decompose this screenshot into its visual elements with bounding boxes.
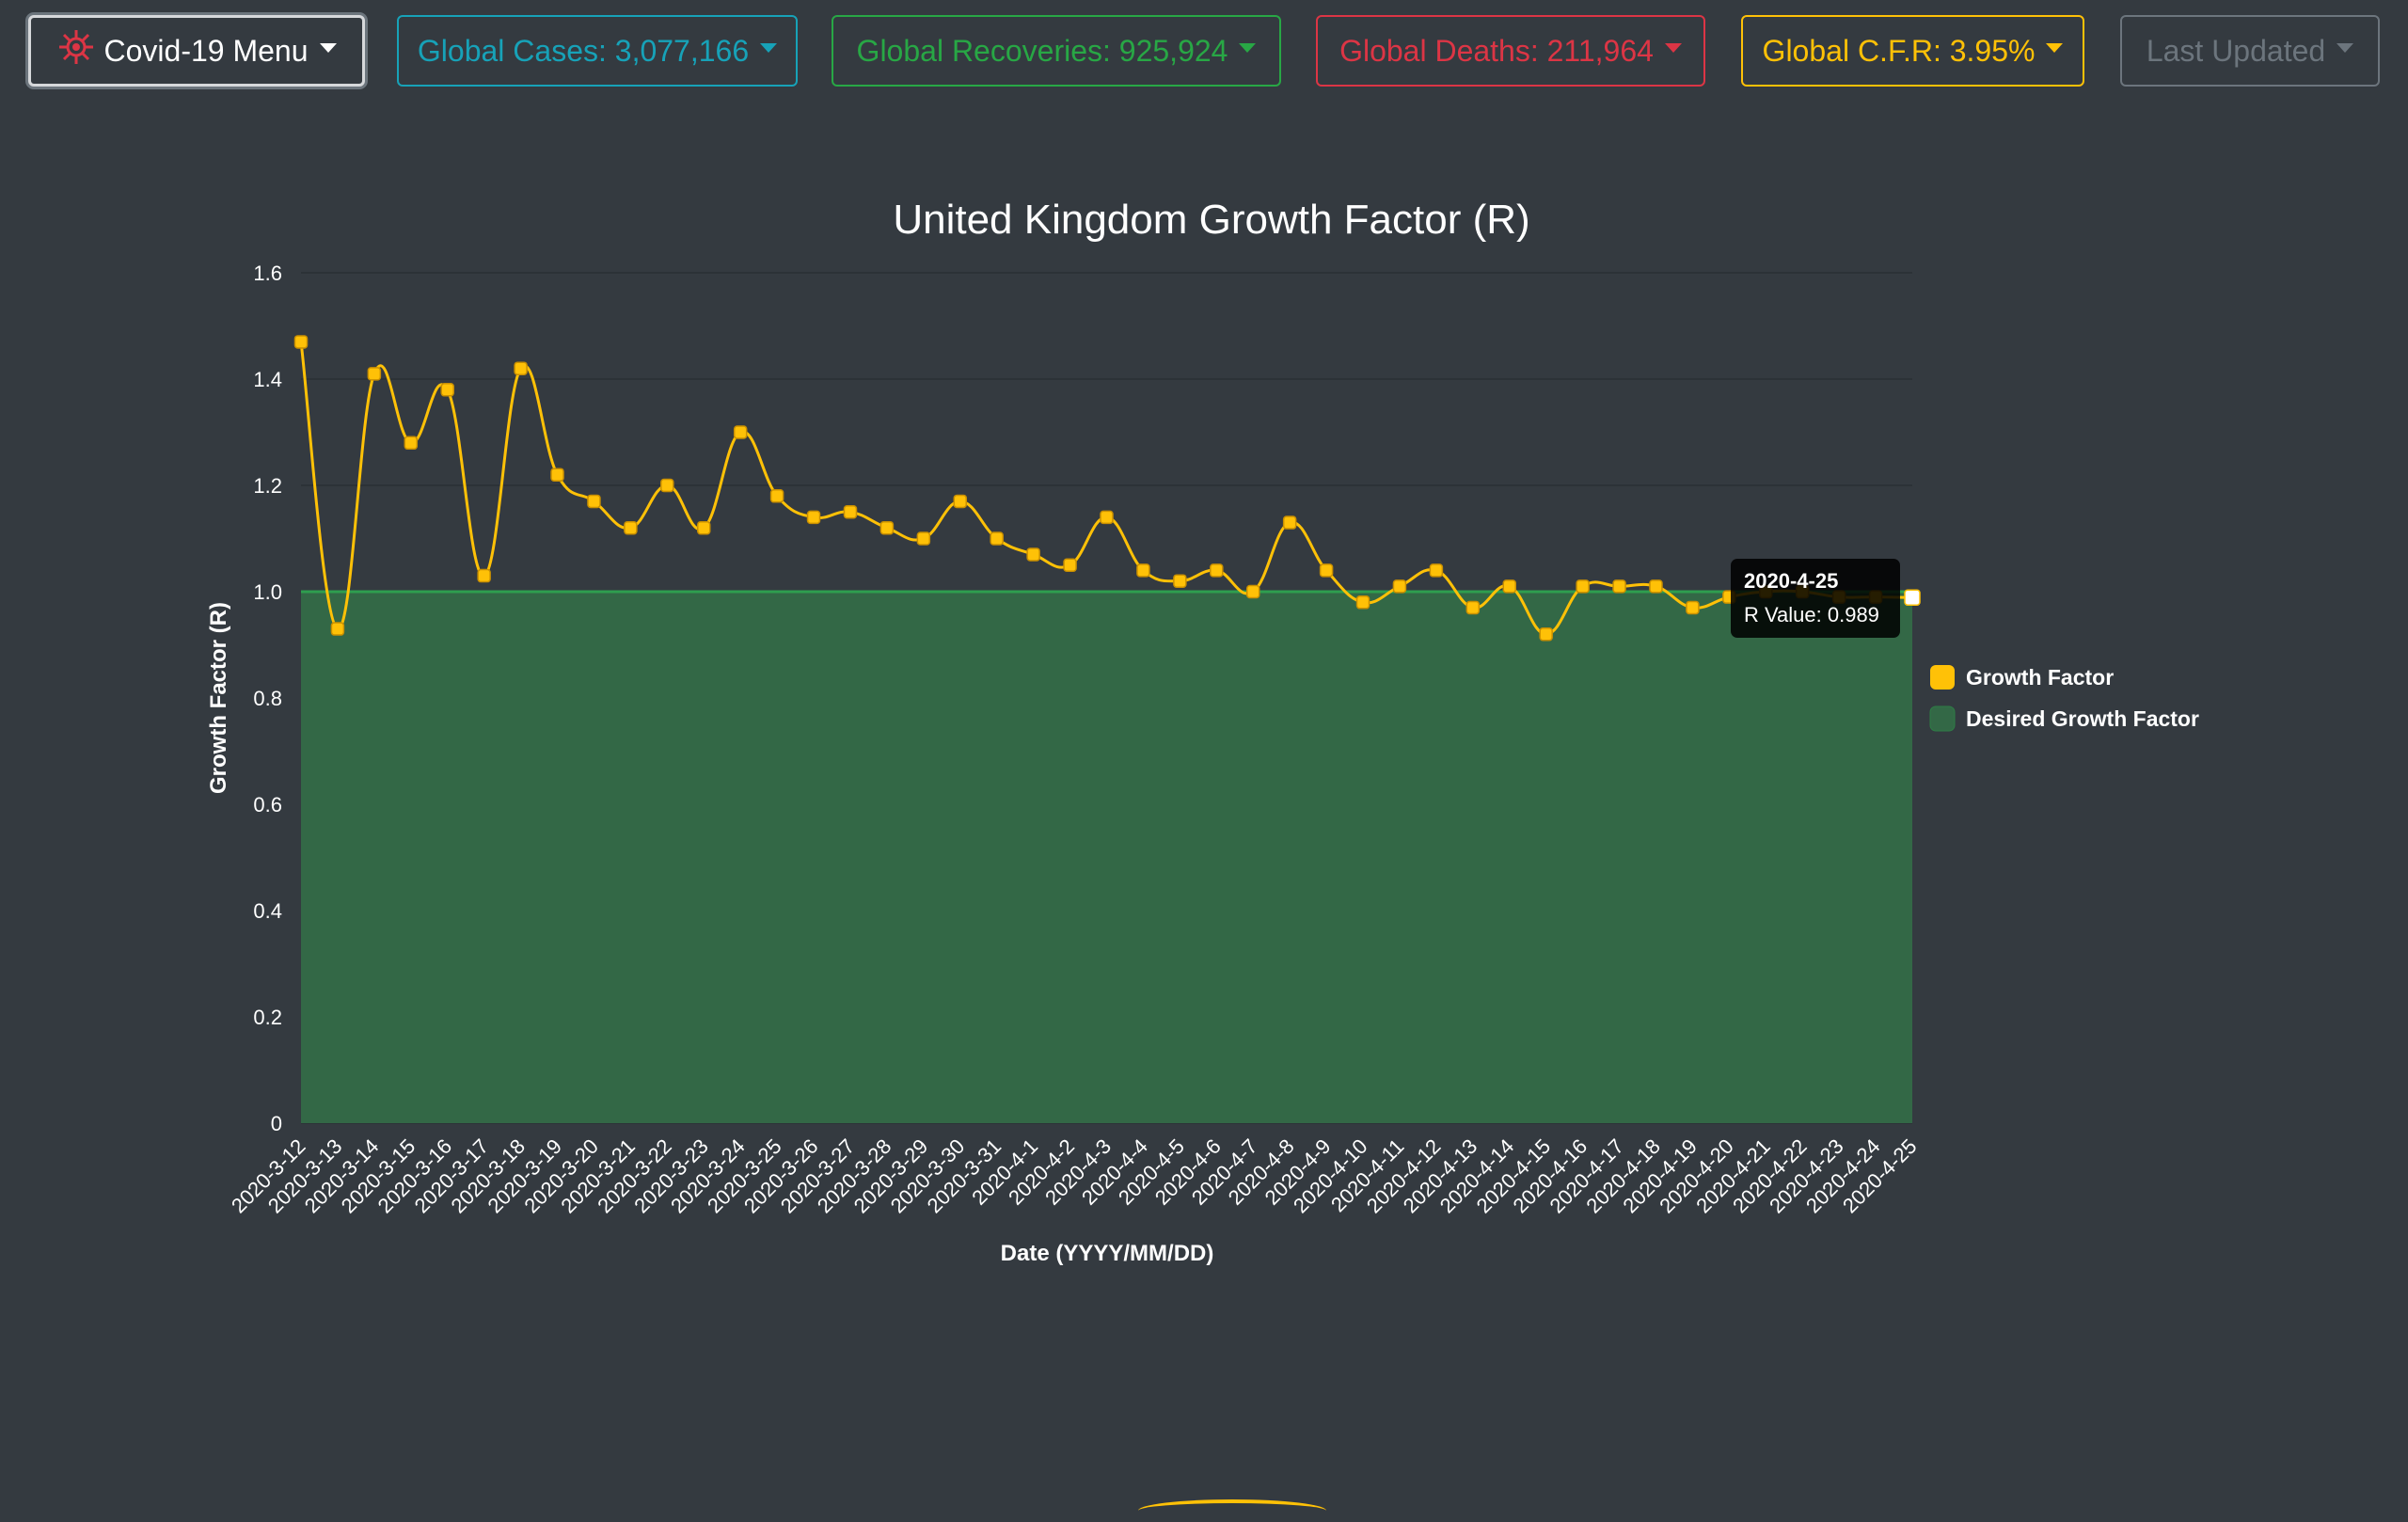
chart-tooltip: 2020-4-25 R Value: 0.989 (1731, 559, 1900, 638)
data-point[interactable] (1393, 580, 1405, 593)
data-point[interactable] (1576, 580, 1589, 593)
data-point[interactable] (954, 495, 966, 507)
data-point[interactable] (1284, 516, 1296, 529)
data-point[interactable] (771, 490, 784, 502)
legend-swatch-desired-growth-factor (1930, 706, 1955, 731)
legend-label-growth-factor[interactable]: Growth Factor (1966, 665, 2114, 690)
data-point[interactable] (698, 522, 710, 534)
legend-label-desired-growth-factor[interactable]: Desired Growth Factor (1966, 706, 2199, 731)
y-tick-label: 1.0 (253, 580, 282, 604)
y-tick-label: 1.4 (253, 368, 282, 391)
chart-legend: Growth Factor Desired Growth Factor (1930, 665, 2199, 731)
data-point[interactable] (1137, 564, 1149, 577)
x-axis-label: Date (YYYY/MM/DD) (1001, 1241, 1214, 1266)
data-point[interactable] (1613, 580, 1625, 593)
data-point[interactable] (880, 522, 893, 534)
data-point[interactable] (1027, 548, 1039, 561)
desired-area-fill (301, 592, 1912, 1123)
tooltip-date: 2020-4-25 (1744, 569, 1838, 593)
data-point[interactable] (990, 532, 1003, 545)
data-point[interactable] (1540, 628, 1552, 641)
data-point[interactable] (735, 426, 747, 438)
data-point[interactable] (331, 623, 343, 635)
data-point[interactable] (1247, 586, 1259, 598)
footer-logo-arc (1138, 1499, 1326, 1522)
data-point[interactable] (1211, 564, 1223, 577)
data-point[interactable] (1064, 559, 1076, 571)
data-point[interactable] (1503, 580, 1515, 593)
data-point[interactable] (588, 495, 600, 507)
data-point[interactable] (368, 368, 380, 380)
data-point[interactable] (404, 436, 417, 449)
y-tick-label: 1.2 (253, 474, 282, 498)
chart-title: United Kingdom Growth Factor (R) (893, 197, 1529, 243)
data-point[interactable] (1430, 564, 1442, 577)
data-point[interactable] (1687, 601, 1699, 613)
data-point[interactable] (1321, 564, 1333, 577)
tooltip-value: R Value: 0.989 (1744, 603, 1879, 626)
x-axis-ticks: 2020-3-122020-3-132020-3-142020-3-152020… (227, 1134, 1922, 1218)
data-point[interactable] (295, 336, 308, 348)
data-point[interactable] (661, 480, 673, 492)
y-tick-label: 0.8 (253, 687, 282, 710)
data-point[interactable] (1174, 575, 1186, 587)
y-tick-label: 0.4 (253, 899, 282, 923)
data-point[interactable] (1357, 596, 1370, 609)
desired-growth-area (301, 592, 1912, 1123)
data-point[interactable] (917, 532, 929, 545)
y-axis-label: Growth Factor (R) (206, 602, 231, 794)
data-point[interactable] (478, 570, 490, 582)
y-tick-label: 0.6 (253, 793, 282, 816)
data-point[interactable] (1650, 580, 1662, 593)
y-tick-label: 0.2 (253, 1006, 282, 1029)
y-axis-ticks: 0 0.2 0.4 0.6 0.8 1.0 1.2 1.4 1.6 (253, 262, 282, 1135)
y-tick-label: 0 (271, 1112, 282, 1135)
y-tick-label: 1.6 (253, 262, 282, 285)
data-point[interactable] (441, 384, 453, 396)
data-point[interactable] (1466, 601, 1479, 613)
data-point[interactable] (551, 468, 563, 481)
data-point[interactable] (808, 511, 820, 523)
data-point[interactable] (625, 522, 637, 534)
data-point[interactable] (1905, 590, 1920, 605)
data-point[interactable] (1101, 511, 1113, 523)
legend-swatch-growth-factor (1930, 665, 1955, 690)
data-point[interactable] (844, 506, 856, 518)
data-point[interactable] (515, 362, 527, 374)
